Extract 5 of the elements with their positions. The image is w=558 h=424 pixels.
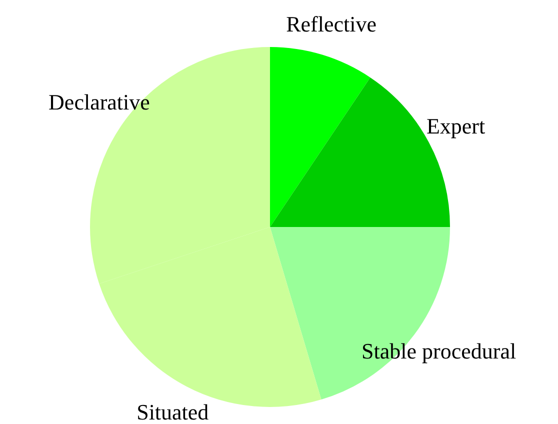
slice-label: Declarative <box>48 90 150 115</box>
slice-label: Reflective <box>286 11 376 36</box>
slice-label: Expert <box>426 114 486 139</box>
slice-label: Situated <box>136 400 209 424</box>
slice-label: Stable procedural <box>362 338 516 364</box>
